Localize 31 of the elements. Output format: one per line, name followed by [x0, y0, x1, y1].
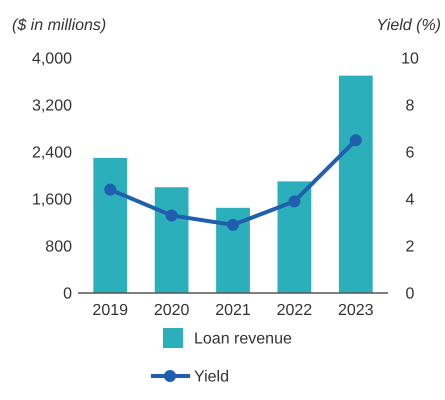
y2-tick-label: 6 — [406, 144, 415, 162]
y-tick-label: 0 — [63, 286, 72, 303]
bar — [278, 181, 312, 293]
y2-tick-label: 2 — [406, 238, 415, 256]
x-tick-label: 2019 — [92, 302, 128, 319]
bar — [216, 208, 250, 293]
y2-axis-title: Yield (%) — [376, 17, 441, 34]
x-tick-label: 2022 — [276, 302, 312, 319]
y-axis-title: ($ in millions) — [12, 17, 106, 34]
legend-label: Loan revenue — [194, 330, 292, 348]
point — [350, 134, 362, 146]
bar — [154, 187, 188, 293]
legend-label: Yield — [194, 368, 229, 386]
x-tick-label: 2020 — [154, 302, 190, 319]
y-tick-label: 4,000 — [32, 50, 72, 68]
y2-tick-label: 0 — [406, 286, 415, 303]
y-tick-label: 2,400 — [32, 144, 72, 162]
bar — [93, 158, 128, 293]
y-tick-label: 1,600 — [32, 192, 72, 209]
point — [288, 195, 300, 208]
y-tick-label: 800 — [45, 238, 72, 256]
y2-tick-label: 4 — [406, 192, 415, 209]
y2-tick-label: 8 — [406, 98, 415, 115]
y-tick-label: 3,200 — [32, 98, 72, 115]
point — [104, 184, 116, 196]
y2-tick-label: 10 — [401, 50, 419, 68]
x-tick-label: 2023 — [338, 302, 374, 319]
point — [227, 218, 239, 231]
x-tick-label: 2021 — [215, 302, 251, 319]
point — [166, 209, 178, 222]
bar — [338, 76, 373, 293]
